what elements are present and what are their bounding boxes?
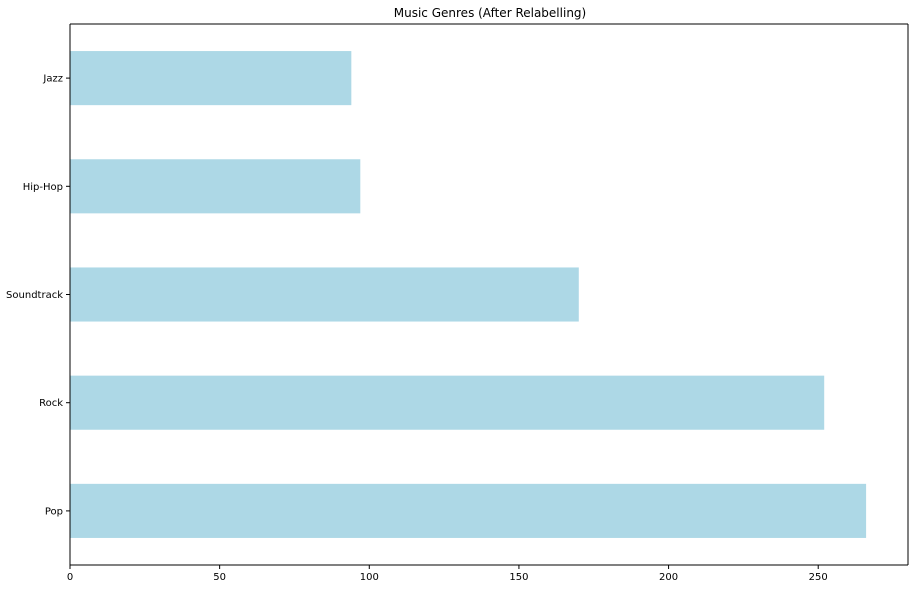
x-tick-label: 100 bbox=[360, 572, 379, 583]
bar-soundtrack bbox=[70, 267, 579, 322]
x-tick-label: 150 bbox=[509, 572, 528, 583]
bar-pop bbox=[70, 483, 867, 538]
bar-hip-hop bbox=[70, 159, 361, 214]
bar-rock bbox=[70, 375, 825, 430]
y-axis-ticks: Pop Rock Soundtrack Hip-Hop Jazz bbox=[6, 74, 70, 517]
x-tick-label: 50 bbox=[213, 572, 226, 583]
y-tick-label: Soundtrack bbox=[6, 290, 63, 301]
plot-frame bbox=[69, 23, 909, 566]
x-tick-label: 250 bbox=[809, 572, 828, 583]
y-tick-label: Pop bbox=[45, 506, 63, 517]
x-tick-label: 200 bbox=[659, 572, 678, 583]
y-tick-label: Rock bbox=[39, 398, 63, 409]
chart-title: Music Genres (After Relabelling) bbox=[394, 6, 586, 20]
y-tick-label: Hip-Hop bbox=[23, 182, 63, 193]
y-tick-label: Jazz bbox=[42, 74, 63, 85]
bar-jazz bbox=[70, 51, 352, 106]
x-axis-ticks: 0 50 100 150 200 250 bbox=[67, 565, 828, 583]
bars-group bbox=[70, 51, 867, 538]
x-tick-label: 0 bbox=[67, 572, 73, 583]
